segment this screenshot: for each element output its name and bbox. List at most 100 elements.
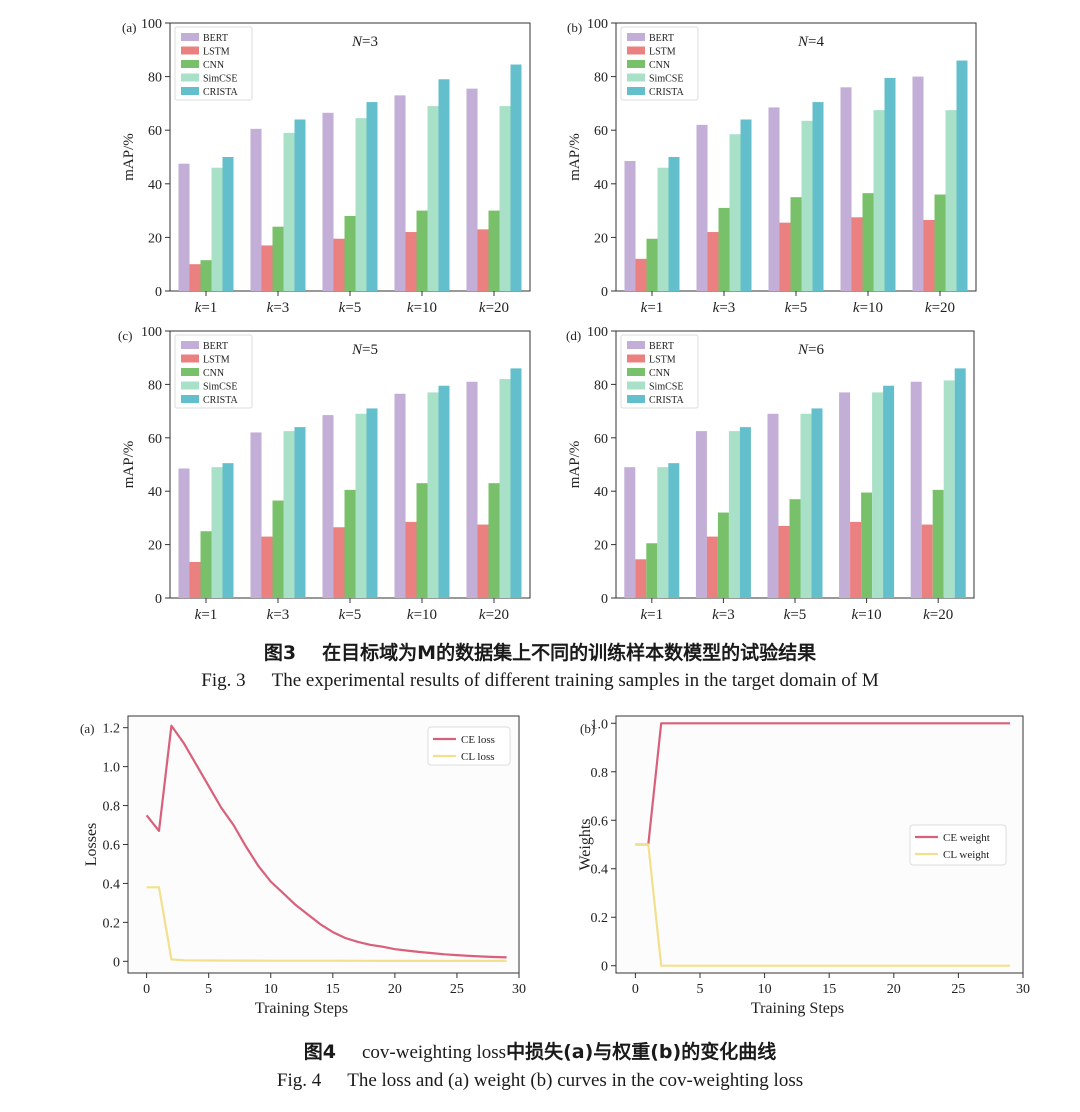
- fig3-2-bar-simcse-k5: [801, 120, 813, 291]
- fig3-3-bar-bert-k1: [178, 468, 190, 598]
- fig3-1-legend-label-lstm: LSTM: [203, 47, 230, 58]
- fig3-1-legend-label-bert: BERT: [203, 33, 228, 44]
- fig3-2-bar-cnn-k20: [934, 194, 946, 291]
- fig3-1-bar-simcse-k20: [499, 106, 511, 291]
- fig3-1-bar-bert-k10: [394, 95, 406, 291]
- fig4-caption-en: Fig. 4 The loss and (a) weight (b) curves…: [0, 1070, 1080, 1092]
- fig3-2-xtick-label: k=3: [713, 300, 736, 316]
- fig3-1-ytick-label: 40: [148, 178, 162, 193]
- fig3-3-bar-simcse-k3: [283, 431, 295, 598]
- fig3-2-bar-bert-k1: [624, 161, 636, 291]
- fig3-caption-en: Fig. 3 The experimental results of differ…: [0, 670, 1080, 692]
- fig3-4-xtick-label: k=3: [712, 607, 735, 623]
- fig3-1-bar-crista-k3: [294, 119, 306, 291]
- fig3-2-bar-cnn-k3: [718, 207, 730, 291]
- fig3-3-bar-bert-k3: [250, 432, 262, 598]
- fig3-4-legend-label-bert: BERT: [649, 341, 674, 352]
- fig4-b-ytick-label: 1.0: [591, 717, 609, 732]
- fig3-3-bar-simcse-k1: [211, 467, 223, 598]
- fig3-1-ytick-label: 100: [141, 17, 162, 32]
- fig3-4-ytick-label: 100: [587, 325, 608, 340]
- fig4-a-xtick-label: 5: [205, 982, 212, 997]
- fig3-2-legend-label-simcse: SimCSE: [649, 74, 683, 85]
- fig4-b-xtick-label: 0: [632, 982, 639, 997]
- fig3-4-legend-swatch-cnn: [627, 368, 645, 376]
- fig3-3-legend-swatch-crista: [181, 395, 199, 403]
- fig3-2-ytick-label: 0: [601, 285, 608, 300]
- fig4-caption-en-num: Fig. 4: [276, 1070, 322, 1091]
- fig4-b-line-cl-weight: [635, 843, 1011, 967]
- fig3-1-bar-lstm-k10: [405, 232, 417, 291]
- fig3-4-legend-swatch-lstm: [627, 354, 645, 363]
- fig3-2-bar-crista-k3: [740, 119, 752, 291]
- fig4-a-xtick-label: 20: [388, 982, 402, 997]
- fig3-3-bar-cnn-k10: [416, 483, 428, 598]
- fig3-3-bar-lstm-k1: [189, 561, 201, 598]
- fig3-1-bar-crista-k1: [222, 157, 234, 291]
- fig3-1-bar-crista-k20: [510, 64, 522, 291]
- fig3-2-legend-box: [620, 26, 699, 101]
- fig4-a-legend-label-ce-loss: CE loss: [461, 734, 495, 746]
- fig3-4-title: N=6: [797, 342, 824, 358]
- fig3-2-ylabel: mAP/%: [567, 133, 583, 181]
- fig3-2-bar-crista-k10: [884, 77, 896, 291]
- fig4-b-panel-label: (b): [580, 721, 595, 736]
- fig3-2-bar-simcse-k10: [873, 110, 885, 291]
- fig4-a-xtick-label: 30: [512, 982, 526, 997]
- fig3-1-xtick-label: k=20: [479, 300, 509, 316]
- fig3-3-legend-label-lstm: LSTM: [203, 355, 230, 366]
- fig3-3-bar-cnn-k5: [344, 489, 356, 598]
- fig3-2-bar-lstm-k10: [851, 217, 863, 291]
- fig3-2-bar-lstm-k1: [635, 258, 647, 291]
- fig4-a-ytick-label: 0.2: [103, 916, 121, 931]
- fig3-2-bar-simcse-k3: [729, 134, 741, 291]
- fig3-3-xtick-label: k=1: [195, 607, 218, 623]
- fig3-4-bar-crista-k10: [883, 385, 895, 598]
- fig4-caption-cn-text-b: 中损失(a)与权重(b)的变化曲线: [506, 1041, 777, 1063]
- fig3-3-xtick-label: k=3: [267, 607, 290, 623]
- fig3-4-bar-bert-k5: [767, 413, 779, 598]
- fig3-2-bar-bert-k10: [840, 87, 852, 291]
- fig3-3-bar-crista-k3: [294, 427, 306, 598]
- fig4-b-ytick-label: 0.4: [591, 863, 609, 878]
- fig3-2-legend-label-cnn: CNN: [649, 60, 670, 71]
- fig3-2-bar-cnn-k1: [646, 238, 658, 291]
- fig3-1-bar-cnn-k20: [488, 210, 500, 291]
- fig4-a-ytick-label: 1.0: [103, 761, 121, 776]
- fig4-a-ytick-label: 0.4: [103, 877, 121, 892]
- fig3-2-ytick-label: 20: [594, 231, 608, 246]
- fig3-1-bar-lstm-k3: [261, 245, 273, 291]
- fig3-4-xtick-label: k=1: [640, 607, 663, 623]
- fig4-a-xtick-label: 15: [326, 982, 340, 997]
- fig3-4-bar-simcse-k1: [657, 467, 669, 598]
- fig3-3-legend-swatch-cnn: [181, 368, 199, 376]
- fig4-b-xtick-label: 15: [822, 982, 836, 997]
- fig3-4-bar-bert-k1: [624, 467, 636, 598]
- fig3-3-legend-box: [174, 334, 253, 409]
- fig3-2-bar-bert-k20: [912, 76, 924, 291]
- fig3-4-bar-bert-k20: [910, 381, 922, 598]
- fig3-1-bar-lstm-k1: [189, 264, 201, 291]
- fig3-3-title: N=5: [351, 342, 378, 358]
- fig3-1-ytick-label: 60: [148, 124, 162, 139]
- fig3-caption-en-text: The experimental results of different tr…: [271, 670, 879, 691]
- fig3-1-xtick-label: k=1: [195, 300, 218, 316]
- fig4-b-ytick-label: 0: [601, 960, 608, 975]
- fig3-3-bar-bert-k20: [466, 381, 478, 598]
- fig3-3-bar-cnn-k20: [488, 483, 500, 598]
- fig3-4-legend-label-cnn: CNN: [649, 368, 670, 379]
- fig3-1-bar-simcse-k3: [283, 132, 295, 291]
- fig3-2-bar-bert-k3: [696, 124, 708, 291]
- fig3-2-bar-simcse-k20: [945, 110, 957, 291]
- fig3-2-title: N=4: [797, 34, 824, 50]
- fig3-1-legend-swatch-crista: [181, 87, 199, 95]
- fig3-4-bar-simcse-k3: [728, 431, 740, 598]
- fig3-4-bar-cnn-k10: [861, 492, 873, 598]
- fig3-3-xtick-label: k=10: [407, 607, 437, 623]
- fig3-1-title: N=3: [351, 34, 378, 50]
- fig3-2-ytick-label: 40: [594, 178, 608, 193]
- fig4-caption-cn-num: 图4: [303, 1041, 336, 1063]
- fig3-2-legend-label-lstm: LSTM: [649, 47, 676, 58]
- fig3-3-bar-bert-k10: [394, 393, 406, 598]
- fig3-4-ylabel: mAP/%: [567, 441, 583, 489]
